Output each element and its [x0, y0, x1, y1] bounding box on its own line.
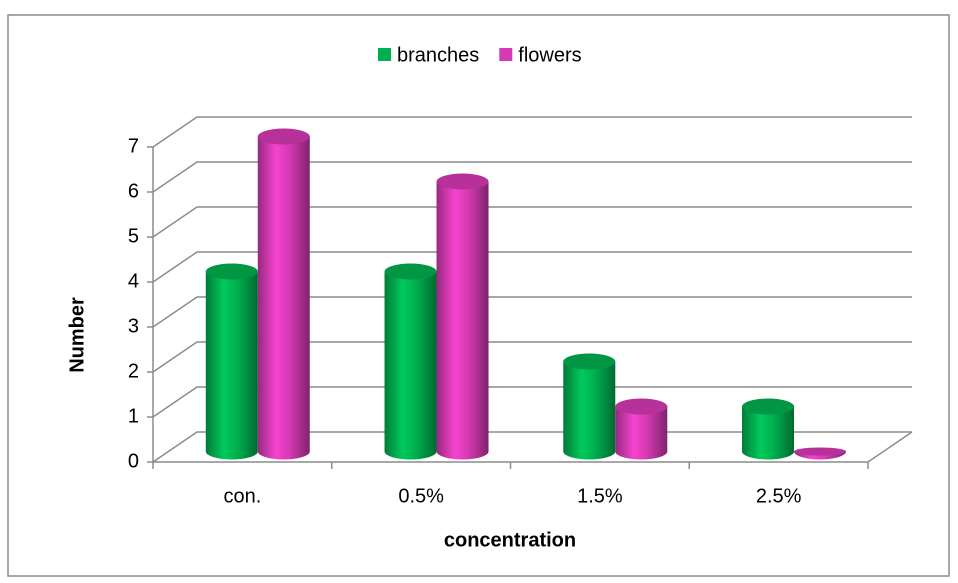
- y-tick-label: 6: [128, 180, 139, 202]
- y-tick-label: 1: [128, 405, 139, 427]
- bar: [436, 173, 489, 460]
- grid-line: [152, 116, 912, 148]
- y-tick-label: 0: [128, 450, 139, 472]
- bar-body: [436, 181, 489, 460]
- y-tick-label: 4: [128, 270, 139, 292]
- bar-top: [436, 173, 489, 190]
- bar: [563, 353, 616, 460]
- bar-top: [615, 398, 668, 415]
- bar-body: [563, 361, 616, 460]
- y-tick-label: 7: [128, 135, 139, 157]
- legend-swatch: [378, 48, 391, 61]
- bar-top: [384, 263, 437, 280]
- grid-line: [152, 251, 912, 283]
- bar: [794, 447, 847, 460]
- y-axis-title: Number: [66, 297, 88, 373]
- bar-body: [257, 136, 310, 460]
- legend-swatch: [499, 48, 513, 61]
- bar: [205, 263, 258, 460]
- grid-line: [152, 431, 912, 463]
- bar-body: [205, 271, 258, 460]
- grid-line: [152, 206, 912, 238]
- bar-top: [563, 353, 616, 370]
- x-tick-label: 0.5%: [398, 485, 444, 507]
- bar-top: [742, 398, 795, 415]
- grid-line: [152, 386, 912, 418]
- bar-top: [205, 263, 258, 280]
- bar-body: [742, 406, 795, 460]
- legend-label: branches: [397, 44, 479, 66]
- bar: [384, 263, 437, 460]
- bar-top: [794, 447, 847, 456]
- x-tick-label: con.: [223, 485, 261, 507]
- grid-line: [152, 296, 912, 328]
- grid-line: [152, 161, 912, 193]
- y-tick-label: 3: [128, 315, 139, 337]
- bar: [742, 398, 795, 460]
- bar: [615, 398, 668, 460]
- bar-body: [384, 271, 437, 460]
- x-axis-title: concentration: [444, 529, 576, 551]
- bar-body: [615, 406, 668, 460]
- x-tick-label: 1.5%: [577, 485, 623, 507]
- y-tick-label: 2: [128, 360, 139, 382]
- y-tick-label: 5: [128, 225, 139, 247]
- bar-top: [257, 128, 310, 145]
- bar: [257, 128, 310, 460]
- x-tick-label: 2.5%: [756, 485, 802, 507]
- grid-line: [152, 341, 912, 373]
- legend-label: flowers: [518, 44, 581, 66]
